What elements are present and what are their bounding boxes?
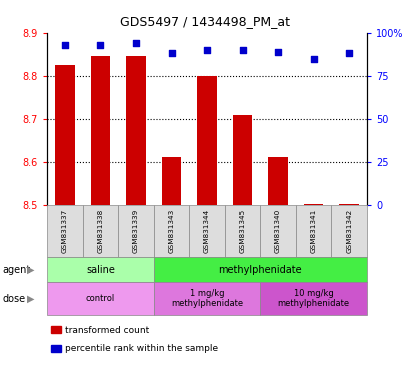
Point	[274, 48, 281, 55]
Bar	[126, 56, 146, 205]
Text: GSM831345: GSM831345	[239, 209, 245, 253]
Bar	[161, 157, 181, 205]
Text: 1 mg/kg
methylphenidate: 1 mg/kg methylphenidate	[171, 289, 243, 308]
Point	[168, 50, 174, 56]
Point	[203, 47, 210, 53]
Text: ▶: ▶	[27, 265, 34, 275]
Bar	[303, 204, 323, 205]
Point	[310, 55, 316, 61]
Bar	[197, 76, 216, 205]
Text: percentile rank within the sample: percentile rank within the sample	[65, 344, 217, 353]
Point	[345, 50, 352, 56]
Text: methylphenidate: methylphenidate	[218, 265, 301, 275]
Text: ▶: ▶	[27, 293, 34, 304]
Bar	[232, 115, 252, 205]
Text: GSM831343: GSM831343	[168, 209, 174, 253]
Point	[133, 40, 139, 46]
Text: GSM831342: GSM831342	[345, 209, 351, 253]
Text: agent: agent	[2, 265, 30, 275]
Text: GSM831344: GSM831344	[204, 209, 209, 253]
Text: GSM831340: GSM831340	[274, 209, 281, 253]
Text: 10 mg/kg
methylphenidate: 10 mg/kg methylphenidate	[277, 289, 349, 308]
Point	[239, 47, 245, 53]
Text: GSM831337: GSM831337	[62, 209, 68, 253]
Bar	[339, 204, 358, 205]
Text: GSM831338: GSM831338	[97, 209, 103, 253]
Text: transformed count: transformed count	[65, 326, 148, 335]
Text: dose: dose	[2, 293, 25, 304]
Bar	[267, 157, 287, 205]
Bar	[90, 56, 110, 205]
Point	[97, 42, 103, 48]
Point	[61, 42, 68, 48]
Text: control: control	[85, 294, 115, 303]
Text: saline: saline	[86, 265, 115, 275]
Bar	[55, 65, 74, 205]
Text: GSM831339: GSM831339	[133, 209, 139, 253]
Text: GSM831341: GSM831341	[310, 209, 316, 253]
Text: GDS5497 / 1434498_PM_at: GDS5497 / 1434498_PM_at	[120, 15, 289, 28]
